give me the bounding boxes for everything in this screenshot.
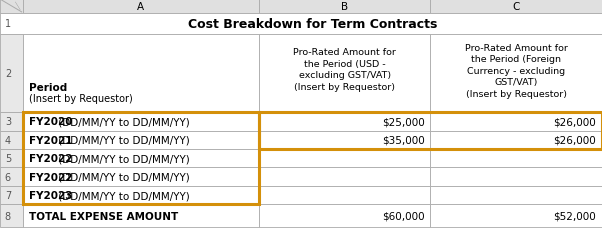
Text: C: C <box>512 2 520 12</box>
Text: $60,000: $60,000 <box>382 211 424 221</box>
Text: FY2022: FY2022 <box>29 154 72 164</box>
Text: (DD/MM/YY to DD/MM/YY): (DD/MM/YY to DD/MM/YY) <box>55 154 190 164</box>
Bar <box>0 149 23 168</box>
Bar <box>430 35 602 113</box>
Bar <box>259 113 430 131</box>
Text: $26,000: $26,000 <box>553 117 596 127</box>
Bar <box>259 113 602 149</box>
Bar <box>23 168 259 186</box>
Bar <box>430 113 602 131</box>
Text: 6: 6 <box>5 172 11 182</box>
Text: 4: 4 <box>5 135 11 145</box>
Text: 8: 8 <box>5 211 11 221</box>
Text: TOTAL EXPENSE AMOUNT: TOTAL EXPENSE AMOUNT <box>29 211 178 221</box>
Bar <box>0 35 23 113</box>
Bar <box>430 149 602 168</box>
Bar <box>259 149 430 168</box>
Text: Pro-Rated Amount for
the Period (USD -
excluding GST/VAT)
(Insert by Requestor): Pro-Rated Amount for the Period (USD - e… <box>293 48 396 92</box>
Text: FY2021: FY2021 <box>29 135 72 145</box>
Text: (DD/MM/YY to DD/MM/YY): (DD/MM/YY to DD/MM/YY) <box>55 117 190 127</box>
Text: 3: 3 <box>5 117 11 127</box>
Bar <box>430 168 602 186</box>
Bar <box>259 0 430 14</box>
Text: $25,000: $25,000 <box>382 117 424 127</box>
Text: FY2023: FY2023 <box>29 191 72 200</box>
Text: 5: 5 <box>5 154 11 164</box>
Bar <box>23 0 259 14</box>
Text: 2: 2 <box>5 69 11 79</box>
Bar <box>23 205 259 227</box>
Text: 1: 1 <box>5 19 11 29</box>
Text: Period: Period <box>29 82 67 92</box>
Bar <box>0 168 23 186</box>
Bar <box>0 186 23 205</box>
Bar <box>430 131 602 149</box>
Text: Pro-Rated Amount for
the Period (Foreign
Currency - excluding
GST/VAT)
(Insert b: Pro-Rated Amount for the Period (Foreign… <box>465 44 568 98</box>
Text: Cost Breakdown for Term Contracts: Cost Breakdown for Term Contracts <box>188 18 437 30</box>
Bar <box>23 149 259 168</box>
Text: (DD/MM/YY to DD/MM/YY): (DD/MM/YY to DD/MM/YY) <box>55 191 190 200</box>
Bar <box>23 113 259 205</box>
Bar <box>259 205 430 227</box>
Bar <box>259 168 430 186</box>
Text: $35,000: $35,000 <box>382 135 424 145</box>
Bar <box>0 205 23 227</box>
Bar <box>259 35 430 113</box>
Bar <box>430 205 602 227</box>
Text: (Insert by Requestor): (Insert by Requestor) <box>29 94 132 104</box>
Bar <box>23 35 259 113</box>
Bar <box>23 113 259 131</box>
Bar <box>430 0 602 14</box>
Bar <box>23 186 259 205</box>
Text: FY2022: FY2022 <box>29 172 72 182</box>
Text: $26,000: $26,000 <box>553 135 596 145</box>
Text: (DD/MM/YY to DD/MM/YY): (DD/MM/YY to DD/MM/YY) <box>55 135 190 145</box>
Bar <box>0 14 602 35</box>
Bar <box>0 113 23 131</box>
Text: $52,000: $52,000 <box>553 211 596 221</box>
Text: FY2020: FY2020 <box>29 117 72 127</box>
Text: A: A <box>137 2 144 12</box>
Bar <box>0 0 23 14</box>
Bar <box>259 186 430 205</box>
Bar <box>0 131 23 149</box>
Text: 7: 7 <box>5 191 11 200</box>
Bar <box>430 186 602 205</box>
Text: B: B <box>341 2 348 12</box>
Bar <box>23 131 259 149</box>
Bar <box>259 131 430 149</box>
Text: (DD/MM/YY to DD/MM/YY): (DD/MM/YY to DD/MM/YY) <box>55 172 190 182</box>
